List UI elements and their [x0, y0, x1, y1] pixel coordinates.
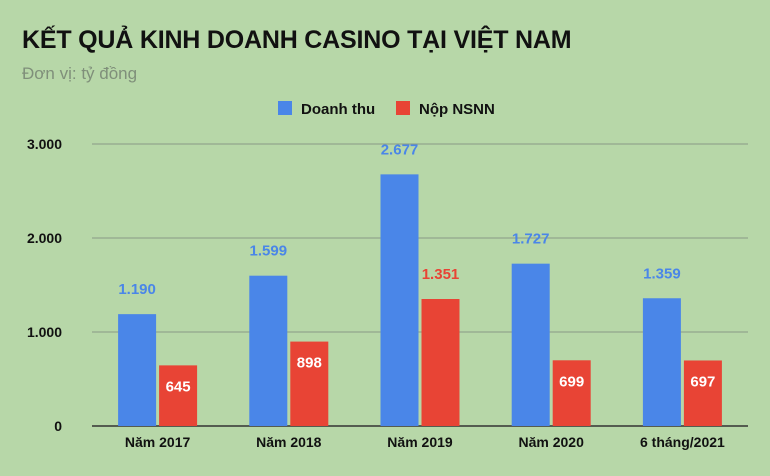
bar-doanh-thu [118, 314, 157, 426]
x-tick-label: 6 tháng/2021 [640, 434, 725, 450]
legend: Doanh thu Nộp NSNN [278, 101, 495, 118]
x-axis: Năm 2017 Năm 2018 Năm 2019 Năm 2020 6 tháng/… [125, 434, 725, 450]
x-tick-label: Năm 2017 [125, 434, 191, 450]
chart-title: KẾT QUẢ KINH DOANH CASINO TẠI VIỆT NAM [22, 26, 572, 54]
bar-nop-nsnn [159, 365, 198, 426]
data-label-nop-nsnn: 697 [690, 373, 715, 390]
data-label-nop-nsnn: 1.351 [422, 266, 460, 283]
bar-nop-nsnn [683, 360, 722, 426]
bar-doanh-thu [511, 263, 550, 426]
y-axis: 0 1.000 2.000 3.000 [27, 136, 62, 434]
x-tick-label: Năm 2018 [256, 434, 322, 450]
bar-doanh-thu [380, 174, 419, 426]
data-label-doanh-thu: 1.359 [643, 265, 681, 282]
data-labels: 1.190 645 1.599 898 2.677 1.351 1.727 699 1.359 6… [118, 141, 715, 395]
x-tick-label: Năm 2020 [519, 434, 585, 450]
y-tick-label: 2.000 [27, 230, 62, 246]
bar-nop-nsnn [552, 360, 591, 426]
bar-doanh-thu [642, 298, 681, 426]
bar-nop-nsnn [421, 299, 460, 426]
y-tick-label: 3.000 [27, 136, 62, 152]
y-tick-label: 0 [54, 418, 62, 434]
bars [118, 174, 722, 426]
data-label-doanh-thu: 1.190 [118, 281, 156, 298]
data-label-doanh-thu: 1.727 [512, 231, 550, 248]
data-label-nop-nsnn: 699 [559, 373, 584, 390]
legend-label-doanh-thu: Doanh thu [301, 101, 375, 118]
y-tick-label: 1.000 [27, 324, 62, 340]
data-label-nop-nsnn: 898 [297, 355, 322, 372]
legend-label-nop-nsnn: Nộp NSNN [419, 101, 495, 118]
bar-nop-nsnn [290, 341, 329, 426]
x-tick-label: Năm 2019 [387, 434, 453, 450]
data-label-nop-nsnn: 645 [166, 378, 191, 395]
grid-lines [92, 143, 748, 427]
legend-swatch-nop-nsnn [396, 101, 410, 115]
bar-doanh-thu [249, 275, 288, 426]
data-label-doanh-thu: 2.677 [381, 141, 419, 158]
legend-swatch-doanh-thu [278, 101, 292, 115]
chart-subtitle: Đơn vị: tỷ đồng [22, 64, 138, 83]
data-label-doanh-thu: 1.599 [250, 243, 288, 260]
